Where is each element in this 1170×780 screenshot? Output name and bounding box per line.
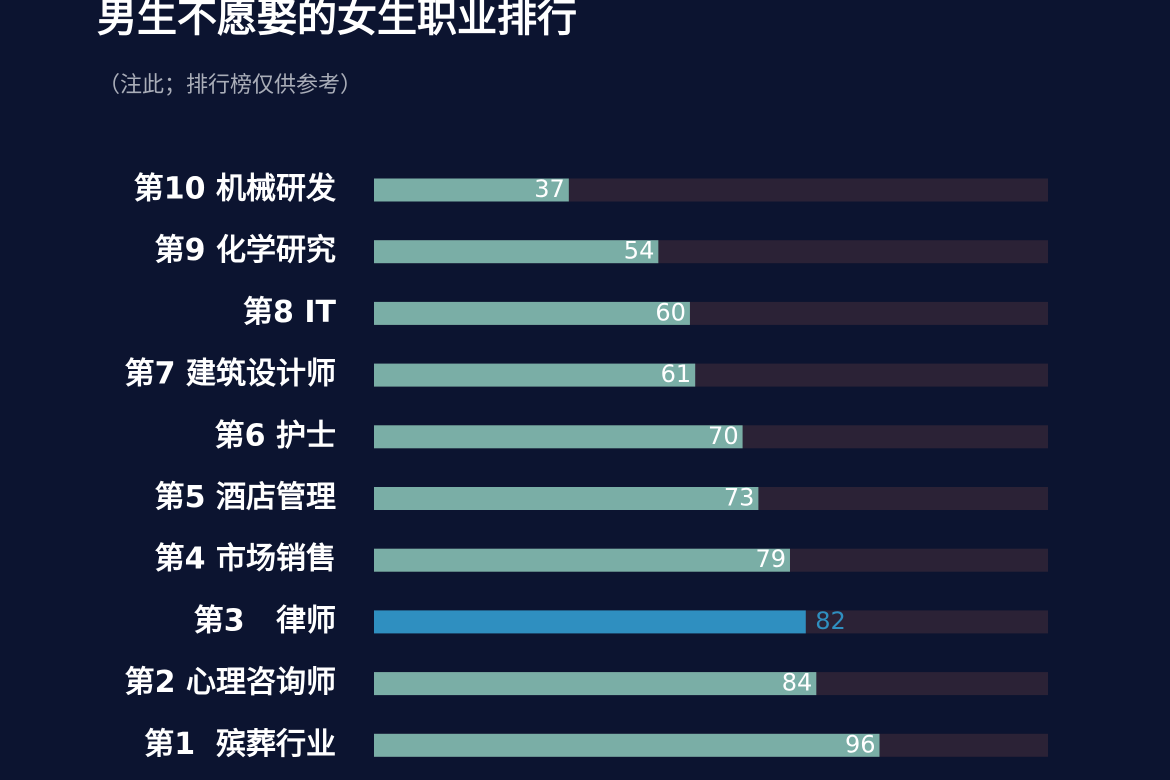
bar	[374, 178, 569, 202]
category-label: 第8 IT	[243, 295, 336, 330]
category-label: 第2 心理咨询师	[125, 665, 336, 700]
value-label: 37	[534, 175, 565, 203]
value-label: 79	[755, 545, 786, 573]
category-label: 第10 机械研发	[134, 172, 336, 207]
bar	[374, 425, 743, 449]
value-label: 61	[661, 360, 692, 388]
category-label: 第1 殡葬行业	[144, 727, 336, 762]
bar	[374, 363, 696, 387]
value-label: 82	[815, 607, 846, 635]
category-label: 第5 酒店管理	[155, 480, 336, 515]
bar	[374, 240, 659, 264]
value-label: 84	[782, 669, 813, 697]
bar	[374, 301, 690, 325]
chart-subtitle: （注此；排行榜仅供参考）	[98, 73, 362, 98]
bar	[374, 548, 790, 572]
bar	[374, 672, 817, 696]
category-label: 第7 建筑设计师	[125, 357, 336, 392]
value-label: 96	[845, 730, 876, 758]
category-label: 第4 市场销售	[155, 542, 336, 577]
category-label: 第9 化学研究	[155, 233, 336, 268]
value-label: 73	[724, 484, 755, 512]
bar	[374, 487, 759, 510]
value-label: 54	[624, 237, 655, 265]
category-label: 第3 律师	[194, 603, 336, 638]
value-label: 70	[708, 422, 739, 450]
category-label: 第6 护士	[215, 418, 336, 453]
value-label: 60	[655, 298, 686, 326]
bar	[374, 733, 880, 757]
bar	[374, 610, 806, 634]
chart-title: 男生不愿娶的女生职业排行	[97, 0, 577, 41]
